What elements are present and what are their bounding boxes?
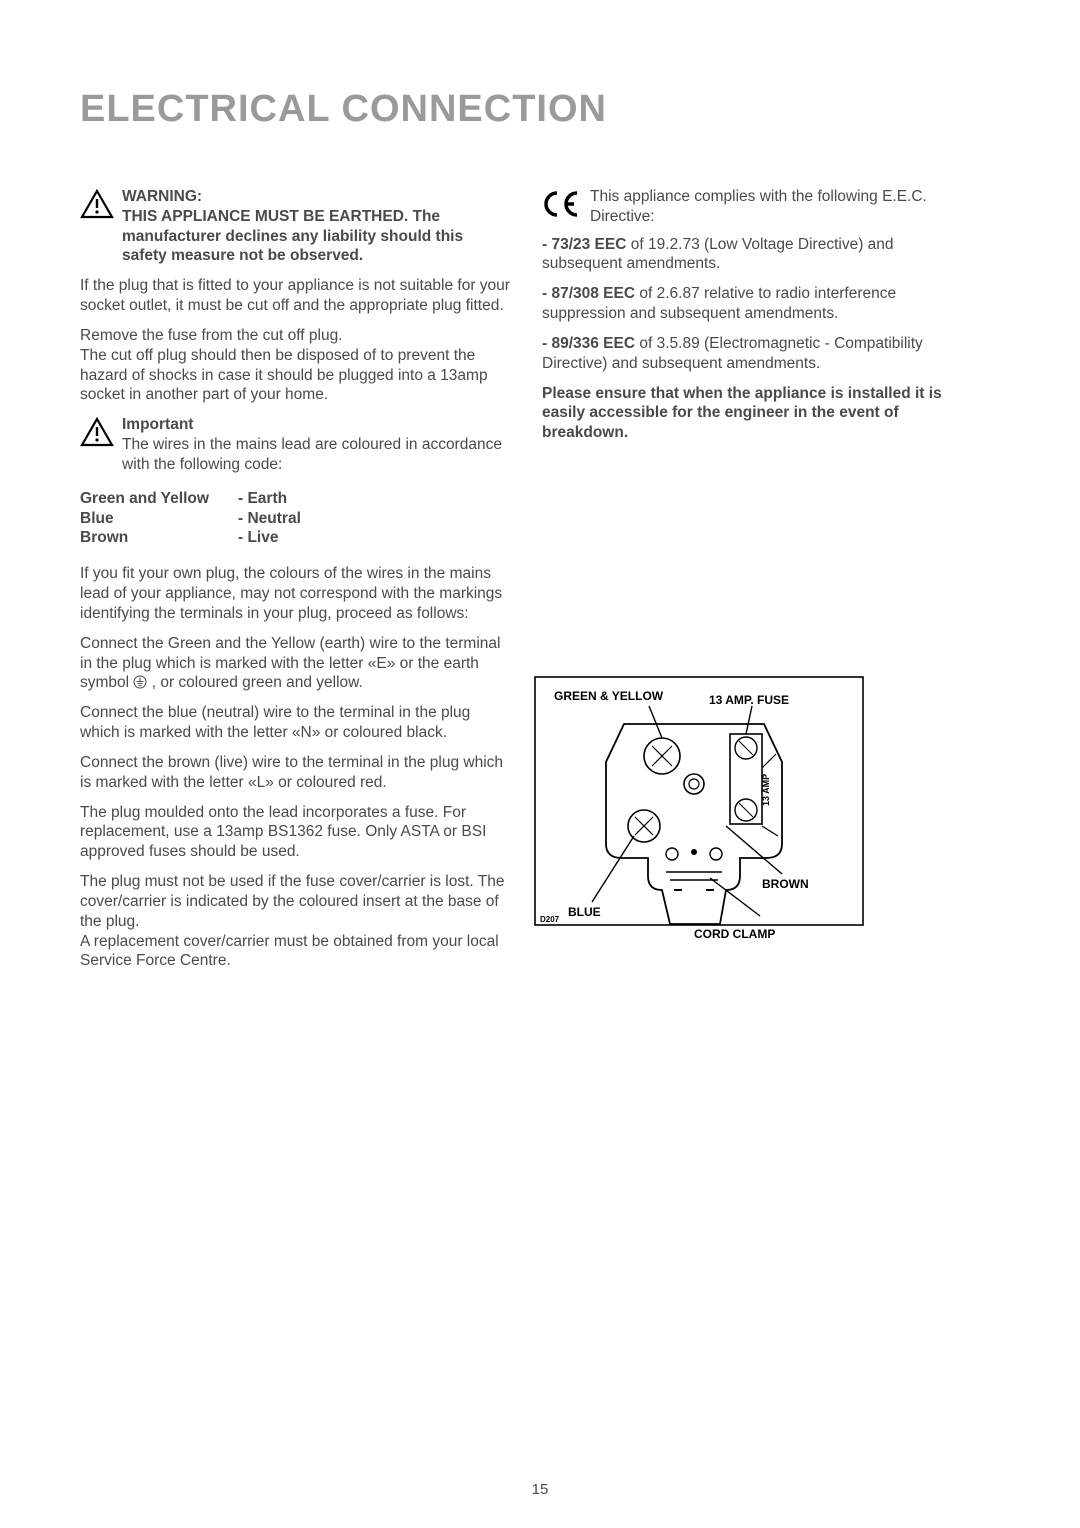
ce-text: This appliance complies with the followi… xyxy=(590,187,972,227)
wire-name: Green and Yellow xyxy=(80,489,238,509)
para2a: Remove the fuse from the cut off plug. xyxy=(80,327,343,344)
directive-code: - 73/23 EEC xyxy=(542,236,626,253)
para-cover: The plug must not be used if the fuse co… xyxy=(80,872,510,971)
warning-block: WARNING: THIS APPLIANCE MUST BE EARTHED.… xyxy=(80,187,510,266)
para8b: A replacement cover/carrier must be obta… xyxy=(80,933,499,970)
page-title: ELECTRICAL CONNECTION xyxy=(80,88,1000,131)
para2b: The cut off plug should then be disposed… xyxy=(80,347,488,404)
para4b: , or coloured green and yellow. xyxy=(152,674,363,691)
wire-row: Green and Yellow - Earth xyxy=(80,489,510,509)
para-fuse: The plug moulded onto the lead incorpora… xyxy=(80,803,510,862)
wire-name: Brown xyxy=(80,528,238,548)
directive-item: - 73/23 EEC of 19.2.73 (Low Voltage Dire… xyxy=(542,235,972,275)
wire-name: Blue xyxy=(80,509,238,529)
diagram-label-brown: BROWN xyxy=(762,877,809,891)
para-live-wire: Connect the brown (live) wire to the ter… xyxy=(80,753,510,793)
para-plug-not-suitable: If the plug that is fitted to your appli… xyxy=(80,276,510,316)
para8a: The plug must not be used if the fuse co… xyxy=(80,873,504,930)
para-own-plug: If you fit your own plug, the colours of… xyxy=(80,564,510,623)
diagram-label-fuse: 13 AMP. FUSE xyxy=(709,693,789,707)
wire-role: - Live xyxy=(238,528,278,548)
important-label: Important xyxy=(122,415,510,435)
directive-item: - 89/336 EEC of 3.5.89 (Electromagnetic … xyxy=(542,334,972,374)
earth-symbol-icon xyxy=(133,675,147,689)
wire-role: - Earth xyxy=(238,489,287,509)
important-body: The wires in the mains lead are coloured… xyxy=(122,436,502,473)
important-text: Important The wires in the mains lead ar… xyxy=(122,415,510,474)
important-triangle-icon xyxy=(80,417,114,447)
wire-color-table: Green and Yellow - Earth Blue - Neutral … xyxy=(80,489,510,548)
page-number: 15 xyxy=(0,1481,1080,1498)
para-earth-wire: Connect the Green and the Yellow (earth)… xyxy=(80,634,510,693)
para-remove-fuse: Remove the fuse from the cut off plug. T… xyxy=(80,326,510,405)
left-column: WARNING: THIS APPLIANCE MUST BE EARTHED.… xyxy=(80,187,510,981)
wire-role: - Neutral xyxy=(238,509,301,529)
accessible-note: Please ensure that when the appliance is… xyxy=(542,384,972,443)
ce-block: This appliance complies with the followi… xyxy=(542,187,972,227)
warning-label: WARNING: xyxy=(122,188,202,205)
warning-body: THIS APPLIANCE MUST BE EARTHED. The manu… xyxy=(122,208,463,265)
diagram-label-blue: BLUE xyxy=(568,905,601,919)
warning-text: WARNING: THIS APPLIANCE MUST BE EARTHED.… xyxy=(122,187,510,266)
para-neutral-wire: Connect the blue (neutral) wire to the t… xyxy=(80,703,510,743)
important-block: Important The wires in the mains lead ar… xyxy=(80,415,510,474)
directive-code: - 89/336 EEC xyxy=(542,335,635,352)
diagram-label-ref: D207 xyxy=(540,915,560,924)
diagram-label-gy: GREEN & YELLOW xyxy=(554,689,664,703)
directive-code: - 87/308 EEC xyxy=(542,285,635,302)
diagram-label-amp: 13 AMP xyxy=(761,774,771,806)
wire-row: Blue - Neutral xyxy=(80,509,510,529)
wire-row: Brown - Live xyxy=(80,528,510,548)
ce-mark-icon xyxy=(542,189,582,219)
directive-item: - 87/308 EEC of 2.6.87 relative to radio… xyxy=(542,284,972,324)
diagram-label-clamp: CORD CLAMP xyxy=(694,927,775,941)
warning-triangle-icon xyxy=(80,189,114,219)
plug-wiring-diagram: GREEN & YELLOW 13 AMP. FUSE 13 AMP BROWN… xyxy=(534,676,864,946)
